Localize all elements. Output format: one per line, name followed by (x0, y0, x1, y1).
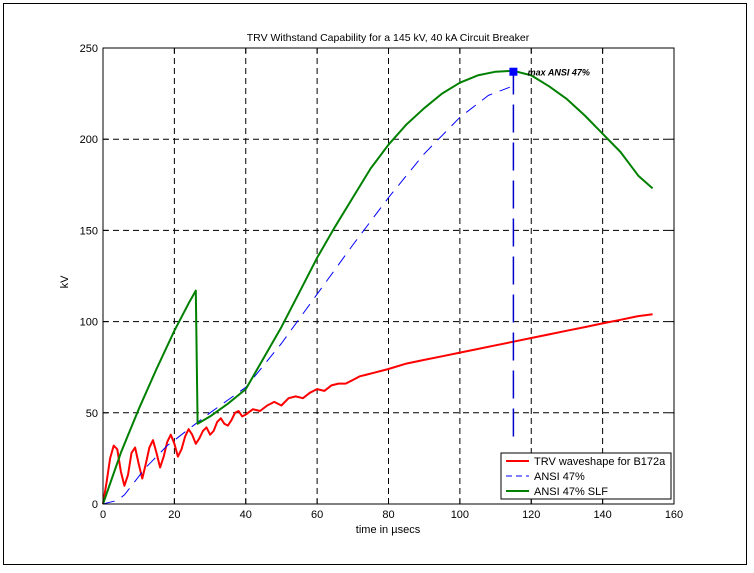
plot-area (103, 48, 674, 504)
x-ticks: 0 20 40 60 80 100 120 140 160 (100, 48, 683, 521)
y-tick-label: 150 (80, 225, 98, 237)
legend-box (500, 452, 672, 500)
legend-label-ansi47: ANSI 47% (534, 471, 585, 483)
series-line-ansi47-slf (102, 69, 654, 505)
x-tick-label: 140 (593, 509, 611, 521)
x-tick-label: 160 (665, 509, 683, 521)
series-layer (102, 69, 654, 505)
figure-frame: max ANSI 47% 0 20 40 60 80 100 120 140 160 0 50 10… (3, 3, 747, 565)
chart: max ANSI 47% 0 20 40 60 80 100 120 140 160 0 50 10… (59, 32, 683, 536)
y-tick-label: 0 (92, 499, 98, 511)
series-line-trv (102, 313, 653, 505)
chart-title: TRV Withstand Capability for a 145 kV, 4… (247, 32, 530, 44)
series-line-ansi47 (102, 86, 510, 505)
y-axis-label: kV (59, 275, 71, 289)
annotation-max-ansi: max ANSI 47% (528, 67, 590, 77)
x-tick-label: 120 (522, 509, 540, 521)
x-axis-label: time in µsecs (356, 524, 421, 536)
x-tick-label: 80 (382, 509, 394, 521)
legend: TRV waveshape for B172a ANSI 47% ANSI 47… (500, 452, 672, 500)
y-tick-label: 50 (86, 408, 98, 420)
y-tick-label: 100 (80, 317, 98, 329)
y-tick-label: 200 (80, 134, 98, 146)
y-tick-label: 250 (80, 43, 98, 55)
x-tick-label: 40 (240, 509, 252, 521)
y-ticks: 0 50 100 150 200 250 (80, 43, 674, 511)
x-tick-label: 0 (100, 509, 106, 521)
x-tick-label: 100 (451, 509, 469, 521)
x-gridlines (173, 48, 604, 504)
marker-layer: max ANSI 47% (509, 67, 590, 437)
x-tick-label: 60 (311, 509, 323, 521)
max-marker (509, 67, 518, 76)
legend-label-trv: TRV waveshape for B172a (534, 456, 666, 468)
legend-label-ansi47-slf: ANSI 47% SLF (534, 486, 608, 498)
x-tick-label: 20 (168, 509, 180, 521)
